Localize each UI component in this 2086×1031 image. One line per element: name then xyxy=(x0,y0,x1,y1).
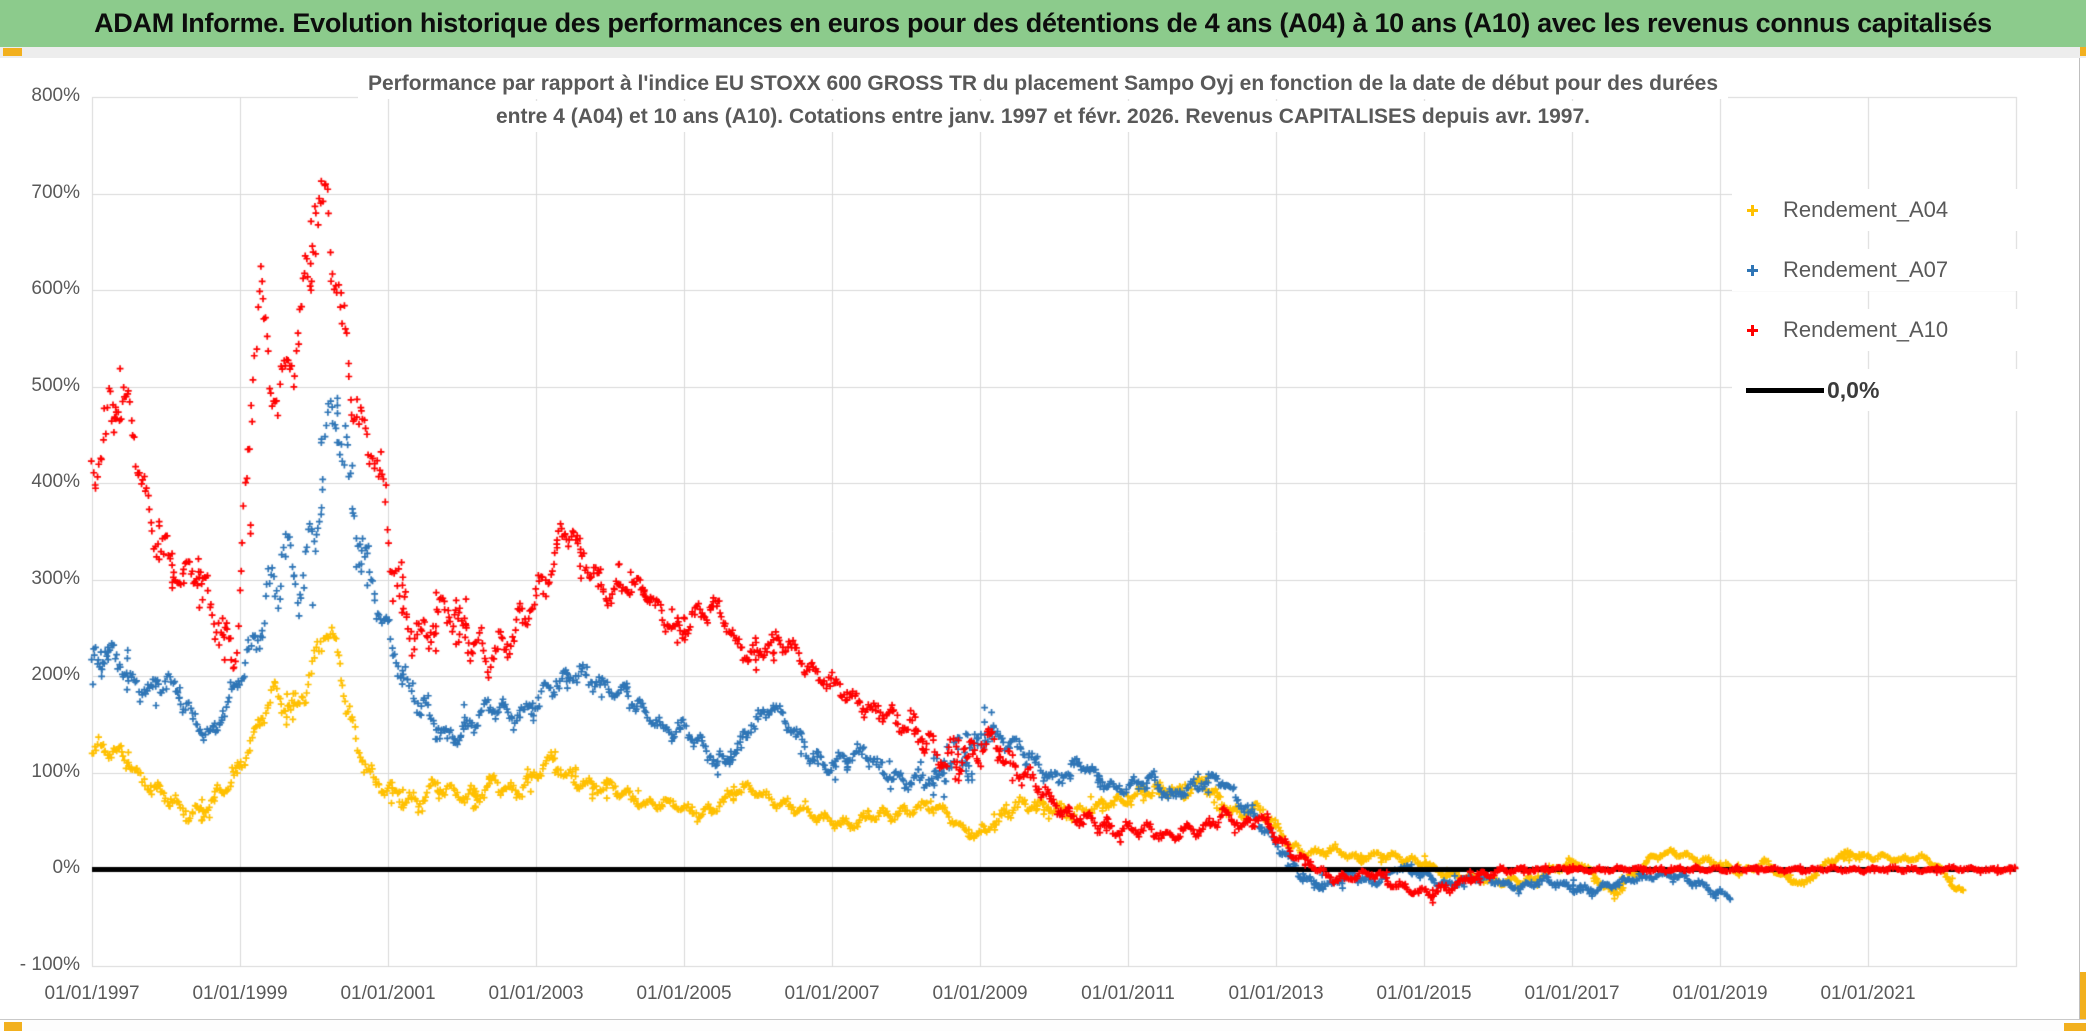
orange-accent-bar-right xyxy=(2080,972,2086,1031)
legend-label: 0,0% xyxy=(1827,376,1880,403)
legend-item-rendement-a10[interactable]: Rendement_A10 xyxy=(1732,309,2068,351)
legend-label: Rendement_A10 xyxy=(1783,317,1949,342)
y-axis-tick-label: 200% xyxy=(31,664,80,686)
workbook-header-bar: ADAM Informe. Evolution historique des p… xyxy=(0,0,2086,47)
header-sub-strip xyxy=(0,47,2086,58)
plus-marker-icon xyxy=(1746,204,1759,217)
y-axis-tick-label: 100% xyxy=(31,760,80,782)
chart-title: Performance par rapport à l'indice EU ST… xyxy=(0,68,2086,134)
x-axis-tick-label: 01/01/2013 xyxy=(1228,983,1324,1004)
y-axis-tick-label: 700% xyxy=(31,181,80,203)
y-axis-tick-label: 500% xyxy=(31,374,80,396)
orange-accent-chip-bottom-left xyxy=(4,1022,22,1031)
plus-marker-icon xyxy=(1746,264,1759,277)
y-axis-tick-label: 0% xyxy=(52,857,80,879)
orange-accent-chip-top-right xyxy=(2080,47,2086,56)
bottom-edge-strip xyxy=(0,1019,2086,1031)
x-axis-tick-label: 01/01/2005 xyxy=(636,983,732,1004)
orange-accent-chip-top-left xyxy=(3,48,22,56)
chart-title-line2: entre 4 (A04) et 10 ans (A10). Cotations… xyxy=(486,101,1600,132)
x-axis-tick-label: 01/01/2021 xyxy=(1820,983,1916,1004)
x-axis-tick-label: 01/01/1997 xyxy=(44,983,140,1004)
zero-line-marker-icon xyxy=(1746,387,1824,393)
x-axis-tick-label: 01/01/1999 xyxy=(192,983,288,1004)
y-axis-tick-label: - 100% xyxy=(19,954,80,975)
x-axis-tick-label: 01/01/2007 xyxy=(784,983,880,1004)
x-axis-tick-label: 01/01/2009 xyxy=(932,983,1028,1004)
y-axis-tick-label: 400% xyxy=(31,471,80,493)
legend-item-0-0-[interactable]: 0,0% xyxy=(1732,369,2068,411)
legend-label: Rendement_A07 xyxy=(1783,257,1949,282)
y-axis-tick-label: 300% xyxy=(31,567,80,589)
x-axis-tick-label: 01/01/2011 xyxy=(1081,983,1175,1004)
chart-frame-right-border xyxy=(2079,58,2080,1019)
orange-accent-chip-bottom-right xyxy=(2064,1023,2086,1031)
legend-item-rendement-a07[interactable]: Rendement_A07 xyxy=(1732,249,2068,291)
y-axis-tick-label: 800% xyxy=(31,85,80,106)
legend-label: Rendement_A04 xyxy=(1783,197,1949,222)
x-axis-tick-label: 01/01/2019 xyxy=(1672,983,1768,1004)
legend-item-rendement-a04[interactable]: Rendement_A04 xyxy=(1732,189,2068,231)
x-axis-tick-label: 01/01/2001 xyxy=(340,983,436,1004)
plus-marker-icon xyxy=(1746,324,1759,337)
x-axis-tick-label: 01/01/2017 xyxy=(1524,983,1620,1004)
chart-title-line1: Performance par rapport à l'indice EU ST… xyxy=(357,68,1729,99)
x-axis-tick-label: 01/01/2015 xyxy=(1376,983,1472,1004)
x-axis-tick-label: 01/01/2003 xyxy=(488,983,584,1004)
workbook-title: ADAM Informe. Evolution historique des p… xyxy=(94,8,1992,38)
y-axis-tick-label: 600% xyxy=(31,278,80,300)
